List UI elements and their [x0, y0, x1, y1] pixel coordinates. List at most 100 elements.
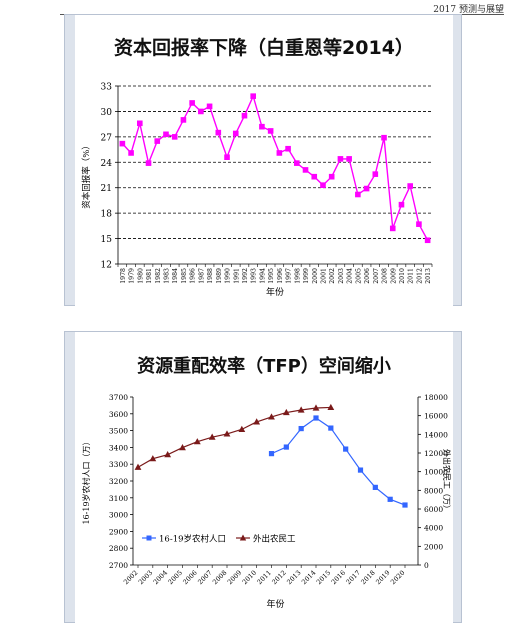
- y2-tick-label: 0: [424, 561, 429, 570]
- x-tick-label: 1984: [172, 268, 179, 284]
- data-point: [198, 108, 204, 115]
- data-point: [346, 156, 352, 162]
- data-point: [424, 237, 431, 244]
- x-tick-label: 2009: [390, 268, 397, 284]
- data-point-rural-population: [268, 451, 275, 457]
- x-tick-label: 2011: [256, 569, 273, 586]
- y-tick-label: 3700: [109, 393, 128, 402]
- data-point: [337, 156, 344, 162]
- series-line-rural-population: [271, 417, 406, 506]
- data-point-rural-population: [283, 444, 289, 450]
- data-point: [267, 128, 274, 134]
- slide-tfp: 资源重配效率（TFP）空间缩小 2700 2800 2900 3000 3100 3200…: [64, 331, 462, 624]
- x-tick-label: 1995: [268, 268, 275, 284]
- slide-capital-return: 资本回报率下降（白重恩等2014） 12 15 18 21 24 27 30 33 1978 19…: [64, 14, 462, 307]
- data-point-rural-population: [402, 502, 408, 508]
- y-tick-label: 3600: [109, 410, 128, 419]
- y2-tick-label: 4000: [424, 524, 443, 533]
- x-tick-label: 2019: [374, 569, 391, 586]
- x-tick-label: 2014: [300, 569, 317, 586]
- data-point: [241, 112, 248, 119]
- data-point: [215, 129, 222, 136]
- x-tick-label: 2006: [364, 268, 371, 284]
- x-tick-label: 2010: [241, 569, 258, 586]
- x-tick-label: 2007: [373, 268, 380, 284]
- x-tick-label: 2008: [382, 268, 389, 284]
- data-point: [302, 167, 309, 173]
- chart-panel-1: 资本回报率下降（白重恩等2014） 12 15 18 21 24 27 30 33 1978 19…: [75, 15, 453, 307]
- x-tick-label: 2004: [347, 268, 354, 284]
- data-point: [171, 134, 178, 140]
- data-point: [259, 123, 265, 130]
- y-tick-label: 30: [101, 108, 113, 118]
- data-point-migrant-workers: [134, 463, 142, 470]
- y-tick-label: 3000: [109, 511, 128, 520]
- x-tick-label: 2005: [355, 268, 362, 284]
- x-tick-label: 2002: [122, 569, 139, 586]
- x-tick-label: 2003: [137, 569, 154, 586]
- x-tick-label: 1987: [198, 268, 205, 284]
- x-tick-label: 1980: [137, 268, 144, 284]
- legend-marker-migrant: [239, 534, 247, 541]
- data-point-migrant-workers: [282, 408, 290, 416]
- data-point: [224, 154, 230, 160]
- tfp-chart: 2700 2800 2900 3000 3100 3200 3300 3400 3500 3600…: [81, 393, 452, 610]
- x-tick-label: 2013: [425, 268, 432, 284]
- x-tick-label: 2012: [416, 268, 423, 284]
- data-point: [381, 134, 387, 141]
- y2-tick-label: 8000: [424, 486, 443, 495]
- data-point-migrant-workers: [223, 430, 231, 437]
- x-tick-label: 1983: [163, 268, 170, 284]
- y-tick-label: 2900: [109, 527, 128, 536]
- data-point: [276, 150, 283, 156]
- data-point: [285, 145, 291, 152]
- data-point: [154, 138, 161, 144]
- y-tick-label: 2700: [109, 561, 128, 570]
- x-tick-label: 1985: [181, 268, 188, 284]
- data-point: [328, 173, 335, 180]
- x-tick-label: 2009: [226, 569, 243, 586]
- data-point: [232, 130, 239, 137]
- y-axis-label-right: 外出农民工（万）: [442, 449, 452, 513]
- y2-tick-label: 16000: [424, 412, 448, 421]
- data-point-migrant-workers: [253, 418, 261, 425]
- x-tick-label: 2002: [329, 268, 336, 284]
- y-tick-label: 3200: [109, 477, 128, 486]
- x-tick-label: 1988: [207, 268, 214, 284]
- header-text: 2017 预测与展望: [433, 5, 504, 15]
- data-point: [145, 160, 152, 166]
- y-tick-label: 15: [101, 235, 113, 245]
- x-tick-label: 1993: [251, 268, 258, 284]
- legend-marker-rural: [146, 535, 152, 541]
- data-point-migrant-workers: [312, 404, 320, 411]
- y-axis-label-left: 16-19岁农村人口（万）: [81, 437, 91, 524]
- x-tick-label: 2013: [285, 569, 302, 586]
- x-tick-label: 2004: [152, 569, 169, 586]
- data-point: [363, 185, 370, 192]
- y-tick-label: 3500: [109, 427, 128, 436]
- x-tick-label: 1981: [146, 268, 153, 284]
- data-point: [250, 93, 256, 99]
- chart-title: 资源重配效率（TFP）空间缩小: [137, 356, 391, 377]
- legend-label-migrant: 外出农民工: [253, 534, 296, 545]
- y2-tick-label: 10000: [424, 468, 448, 477]
- y-axis-label: 资本回报率（%）: [81, 141, 92, 209]
- x-tick-label: 2008: [211, 569, 228, 586]
- chart-title: 资本回报率下降（白重恩等2014）: [114, 37, 414, 59]
- x-tick-label: 1979: [129, 268, 136, 284]
- x-tick-label: 1996: [277, 268, 284, 284]
- x-tick-label: 2016: [330, 569, 347, 586]
- data-point: [311, 173, 318, 180]
- x-tick-label: 1994: [259, 268, 266, 284]
- data-point-migrant-workers: [149, 455, 157, 462]
- data-point: [163, 131, 169, 138]
- x-tick-label: 1997: [286, 268, 293, 284]
- data-point: [398, 201, 405, 208]
- x-tick-label: 1990: [225, 268, 232, 284]
- x-tick-label: 2005: [167, 569, 184, 586]
- x-tick-label: 2010: [399, 268, 406, 284]
- x-axis-label: 年份: [266, 286, 284, 298]
- x-tick-label: 1992: [242, 268, 249, 284]
- data-point: [206, 103, 213, 110]
- x-tick-label: 1991: [233, 268, 240, 284]
